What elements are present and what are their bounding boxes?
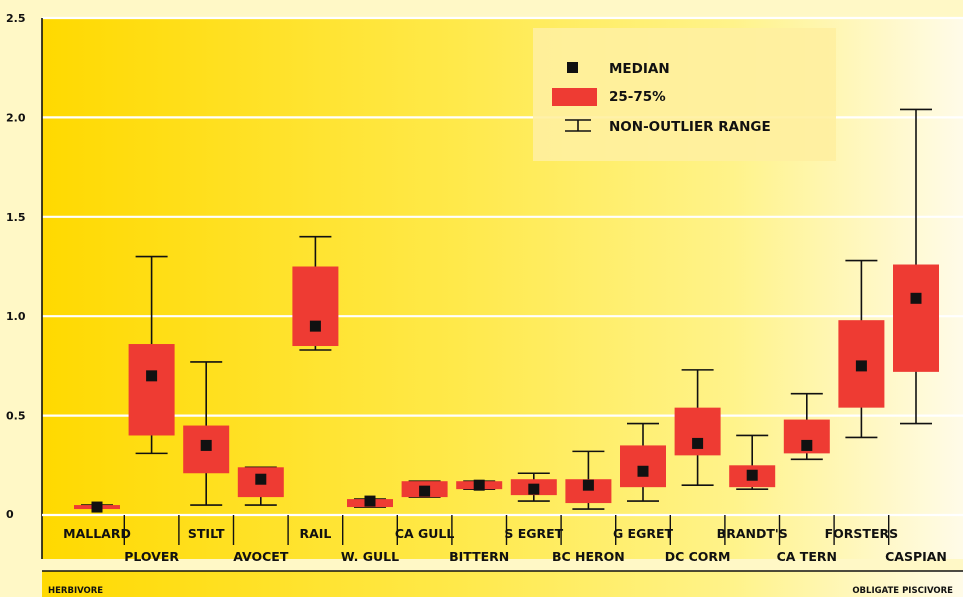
median-marker <box>473 479 485 491</box>
box-plover <box>128 255 175 455</box>
legend-median-label: MEDIAN <box>609 61 670 77</box>
median-marker <box>746 469 758 481</box>
category-label: PLOVER <box>124 549 179 564</box>
median-marker <box>146 370 158 382</box>
median-marker <box>692 437 704 449</box>
iqr-box <box>292 266 339 347</box>
y-tick-label: 0 <box>6 508 14 521</box>
median-marker <box>582 479 594 491</box>
median-marker <box>309 320 321 332</box>
box-g-egret <box>620 422 666 502</box>
median-marker <box>91 501 103 513</box>
category-label: BRANDT'S <box>717 526 788 541</box>
box-s-egret <box>510 472 557 502</box>
median-marker <box>200 439 212 451</box>
legend-iqr-label: 25-75% <box>609 89 666 105</box>
y-tick-label: 1.0 <box>6 310 26 323</box>
iqr-box <box>128 344 175 436</box>
legend-range-swatch <box>565 119 591 132</box>
iqr-box <box>565 479 612 504</box>
category-label: RAIL <box>299 526 331 541</box>
median-marker <box>528 483 540 495</box>
category-label: S EGRET <box>504 526 563 541</box>
category-label: FORSTERS <box>825 526 899 541</box>
category-label: W. GULL <box>341 549 399 564</box>
box-caspian <box>893 108 939 425</box>
box-stilt <box>183 361 230 506</box>
median-marker <box>855 360 867 372</box>
median-marker <box>910 292 922 304</box>
median-marker <box>419 485 431 497</box>
box-forsters <box>838 259 885 439</box>
box-ca-gull <box>401 480 448 498</box>
footer-left-label: HERBIVORE <box>48 586 103 596</box>
category-label: CA TERN <box>777 549 837 564</box>
box-dc-corm <box>674 369 721 486</box>
category-label: STILT <box>188 526 225 541</box>
footer-band <box>42 571 963 597</box>
legend-iqr-swatch <box>552 88 597 106</box>
category-label: G EGRET <box>613 526 674 541</box>
legend-range-label: NON-OUTLIER RANGE <box>609 119 771 135</box>
y-tick-label: 2.0 <box>6 111 26 124</box>
legend-median-swatch <box>567 62 578 73</box>
category-label: CA GULL <box>395 526 455 541</box>
category-band <box>42 515 963 559</box>
box-ca-tern <box>783 392 830 461</box>
box-w-gull <box>347 495 393 508</box>
footer-right-label: OBLIGATE PISCIVORE <box>852 586 953 596</box>
median-marker <box>637 465 649 477</box>
category-label: BC HERON <box>552 549 625 564</box>
category-label: DC CORM <box>665 549 731 564</box>
y-tick-label: 2.5 <box>6 12 26 25</box>
box-mallard <box>74 501 120 513</box>
box-avocet <box>237 466 284 506</box>
category-label: AVOCET <box>233 549 289 564</box>
box-bc-heron <box>565 450 612 510</box>
y-tick-label: 1.5 <box>6 211 26 224</box>
category-label: MALLARD <box>63 526 131 541</box>
median-marker <box>364 495 376 507</box>
median-marker <box>801 439 813 451</box>
category-label: BITTERN <box>449 549 509 564</box>
box-rail <box>292 235 339 351</box>
iqr-box <box>893 264 939 372</box>
median-marker <box>255 473 267 485</box>
category-label: CASPIAN <box>885 549 947 564</box>
box-bittern <box>456 479 503 491</box>
box-brandt-s <box>729 434 776 490</box>
y-tick-label: 0.5 <box>6 410 26 423</box>
